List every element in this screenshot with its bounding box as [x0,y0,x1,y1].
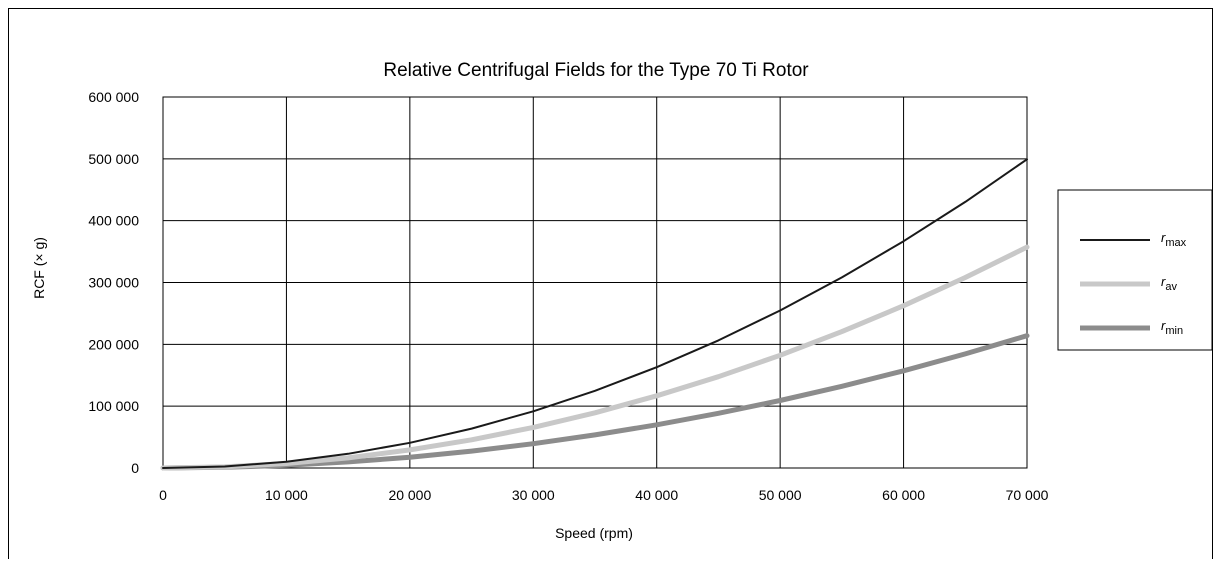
series-line-r-av [160,244,1030,471]
y-tick-label: 200 000 [88,336,139,352]
legend-label-main: r [1161,274,1166,289]
x-axis-label: Speed (rpm) [555,525,633,541]
legend-label-sub: av [1165,281,1177,293]
legend-label-main: r [1161,230,1166,245]
chart-title: Relative Centrifugal Fields for the Type… [383,60,809,81]
series-line-r-max [162,158,1028,469]
x-tick-label: 20 000 [388,487,431,503]
legend-label-av: rav [1161,274,1177,293]
x-tick-label: 30 000 [512,487,555,503]
legend-box [1057,189,1213,351]
series-line-r-min [160,333,1030,471]
y-tick-label: 300 000 [88,275,139,291]
x-tick-label: 60 000 [882,487,925,503]
y-tick-label: 100 000 [88,398,139,414]
plot-grid [162,96,1028,469]
series-layer [160,158,1030,471]
y-tick-label: 600 000 [88,89,139,105]
legend-label-min: rmin [1161,318,1183,337]
y-axis-ticks: 0 100 000 200 000 300 000 400 000 500 000 600 … [88,89,139,476]
legend-label-sub: max [1165,237,1186,249]
y-tick-label: 500 000 [88,151,139,167]
x-tick-label: 0 [159,487,167,503]
y-tick-label: 0 [131,460,139,476]
legend-label-max: rmax [1161,230,1187,249]
legend-label-main: r [1161,318,1166,333]
x-axis-ticks: 0 10 000 20 000 30 000 40 000 50 000 60 000 70 … [159,487,1049,503]
x-tick-label: 40 000 [635,487,678,503]
y-axis-label: RCF (× g) [31,237,47,299]
x-tick-label: 10 000 [265,487,308,503]
x-tick-label: 50 000 [759,487,802,503]
legend-label-sub: min [1165,325,1183,337]
x-tick-label: 70 000 [1006,487,1049,503]
y-tick-label: 400 000 [88,213,139,229]
